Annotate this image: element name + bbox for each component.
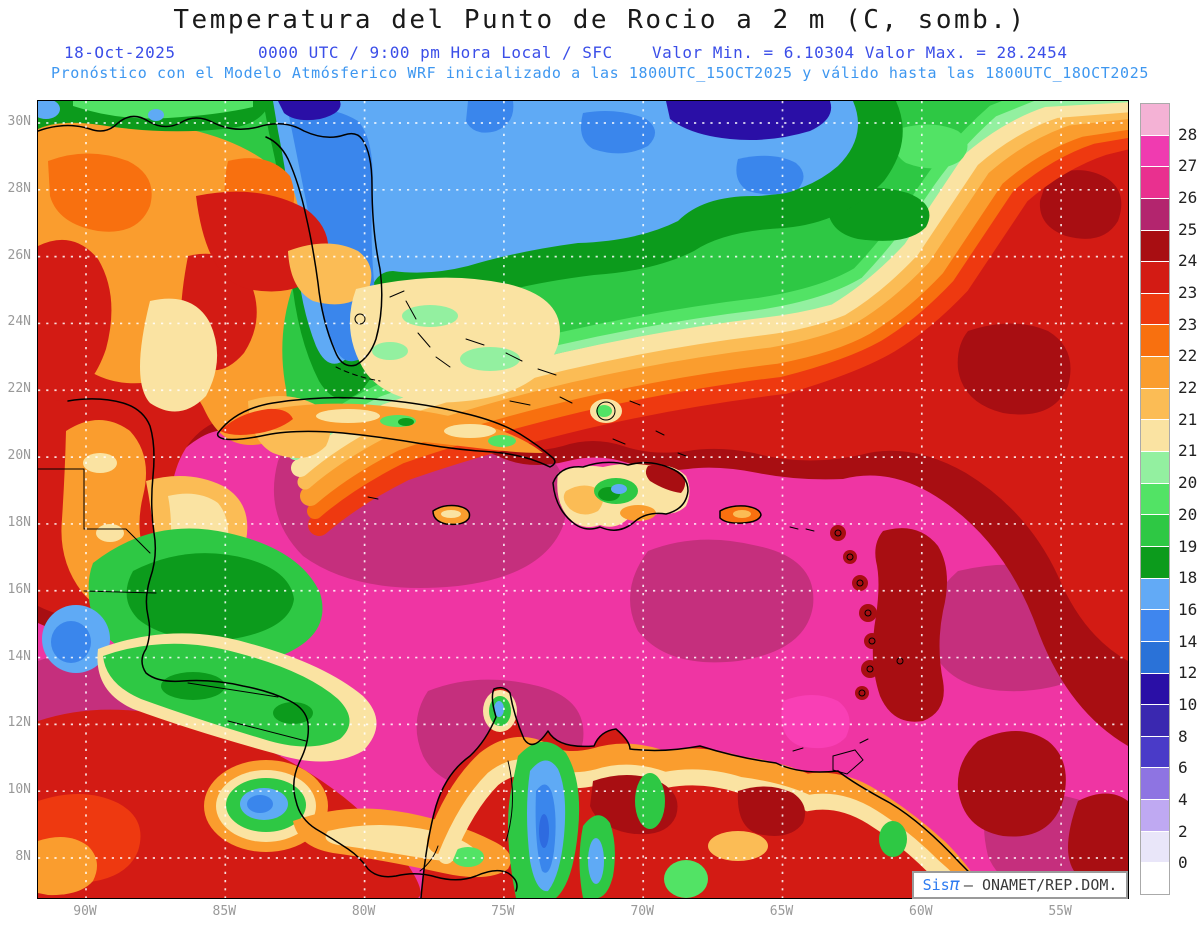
lat-tick-label: 26N <box>7 247 31 263</box>
colorbar-tick-label: 23.5 <box>1178 283 1200 303</box>
colorbar-tick-label: 8 <box>1178 726 1188 746</box>
colorbar-box <box>1141 420 1169 452</box>
colorbar-tick-label: 26 <box>1178 188 1198 208</box>
colorbar-tick-label: 25 <box>1178 219 1198 239</box>
lon-tick-label: 65W <box>769 904 794 919</box>
colorbar-tick-label: 24.5 <box>1178 251 1200 271</box>
colorbar-tick-label: 6 <box>1178 758 1188 778</box>
bahamas-islands <box>389 290 687 457</box>
lesser-antilles <box>789 525 904 775</box>
valid-time: 0000 UTC / 9:00 pm Hora Local / SFC <box>258 43 613 62</box>
colorbar-box <box>1141 800 1169 831</box>
colorbar-tick-label: 20.5 <box>1178 473 1200 493</box>
colorbar-box <box>1141 357 1169 388</box>
colorbar-box <box>1141 831 1169 863</box>
puerto-rico <box>719 505 762 524</box>
attribution-box: Sis π – ONAMET/REP.DOM. <box>912 871 1128 899</box>
lon-tick-label: 70W <box>630 904 654 919</box>
colorbar-tick-label: 19 <box>1178 536 1198 556</box>
colorbar-box <box>1141 230 1169 262</box>
south-america-interior <box>427 690 981 898</box>
lat-tick-label: 28N <box>7 180 31 196</box>
colorbar-box <box>1141 293 1169 325</box>
lat-tick-label: 16N <box>7 581 31 597</box>
inagua <box>590 399 622 423</box>
colorbar-box <box>1141 198 1169 230</box>
lat-tick-label: 8N <box>15 849 31 865</box>
colorbar-tick-label: 10 <box>1178 694 1198 714</box>
colorbar-tick-label: 18 <box>1178 568 1198 588</box>
dry-blue-core <box>273 101 858 364</box>
colorbar-box <box>1141 863 1169 895</box>
lon-tick-label: 90W <box>73 904 97 919</box>
cuba <box>216 396 556 468</box>
pi-symbol: π <box>949 875 960 895</box>
colorbar <box>1140 103 1170 895</box>
hispaniola <box>552 461 690 531</box>
colorbar-tick-label: 16 <box>1178 599 1198 619</box>
colorbar-box <box>1141 135 1169 167</box>
lat-tick-label: 20N <box>7 448 31 464</box>
colorbar-box <box>1141 388 1169 420</box>
dark-red-patches <box>872 170 1128 883</box>
lon-tick-label: 85W <box>212 904 237 919</box>
jamaica <box>432 504 471 526</box>
model-run-info: Pronóstico con el Modelo Atmósferico WRF… <box>51 64 1149 82</box>
min-max-values: Valor Min. = 6.10304 Valor Max. = 28.245… <box>652 43 1068 62</box>
colorbar-box <box>1141 578 1169 610</box>
dewpoint-contour-map <box>38 101 1128 898</box>
colorbar-box <box>1141 673 1169 705</box>
lon-tick-label: 80W <box>351 904 376 919</box>
colorbar-box <box>1141 736 1169 768</box>
central-america <box>42 420 511 878</box>
colorbar-tick-label: 23 <box>1178 314 1198 334</box>
colorbar-box <box>1141 452 1169 483</box>
colorbar-box <box>1141 167 1169 198</box>
map-canvas <box>37 100 1129 899</box>
org-label: – ONAMET/REP.DOM. <box>963 876 1118 894</box>
colorbar-box <box>1141 483 1169 515</box>
lat-tick-label: 22N <box>7 381 31 397</box>
colorbar-box <box>1141 104 1169 135</box>
lon-tick-label: 75W <box>491 904 515 919</box>
colorbar-tick-label: 22.5 <box>1178 346 1200 366</box>
colorbar-tick-label: 14 <box>1178 631 1198 651</box>
coastlines <box>38 115 991 898</box>
colorbar-box <box>1141 515 1169 546</box>
colorbar-box <box>1141 262 1169 293</box>
lon-tick-label: 55W <box>1048 904 1072 919</box>
lat-tick-label: 30N <box>7 114 31 129</box>
lat-tick-label: 24N <box>7 314 31 330</box>
colorbar-tick-label: 4 <box>1178 789 1188 809</box>
colorbar-tick-label: 0 <box>1178 853 1188 873</box>
florida-keys <box>335 366 381 382</box>
colorbar-tick-label: 22 <box>1178 378 1198 398</box>
colorbar-box <box>1141 546 1169 578</box>
valid-date: 18-Oct-2025 <box>64 43 176 62</box>
colorbar-tick-label: 2 <box>1178 821 1188 841</box>
graticule-grid <box>38 101 1128 898</box>
colorbar-tick-label: 21.5 <box>1178 409 1200 429</box>
colorbar-box <box>1141 705 1169 736</box>
colorbar-box <box>1141 768 1169 800</box>
lat-tick-label: 18N <box>7 514 31 530</box>
lat-tick-label: 14N <box>7 648 31 664</box>
lon-tick-label: 60W <box>909 904 933 919</box>
colorbar-box <box>1141 610 1169 641</box>
brand-label: Sis <box>922 876 950 894</box>
colorbar-tick-label: 28 <box>1178 124 1198 144</box>
colorbar-tick-label: 21 <box>1178 441 1198 461</box>
colorbar-tick-label: 12 <box>1178 663 1198 683</box>
lat-tick-label: 10N <box>7 782 31 798</box>
colorbar-box <box>1141 325 1169 357</box>
colorbar-tick-label: 20 <box>1178 504 1198 524</box>
lat-tick-label: 12N <box>7 715 31 731</box>
colorbar-box <box>1141 641 1169 673</box>
colorbar-tick-label: 27 <box>1178 156 1198 176</box>
page-title: Temperatura del Punto de Rocio a 2 m (C,… <box>173 5 1027 35</box>
